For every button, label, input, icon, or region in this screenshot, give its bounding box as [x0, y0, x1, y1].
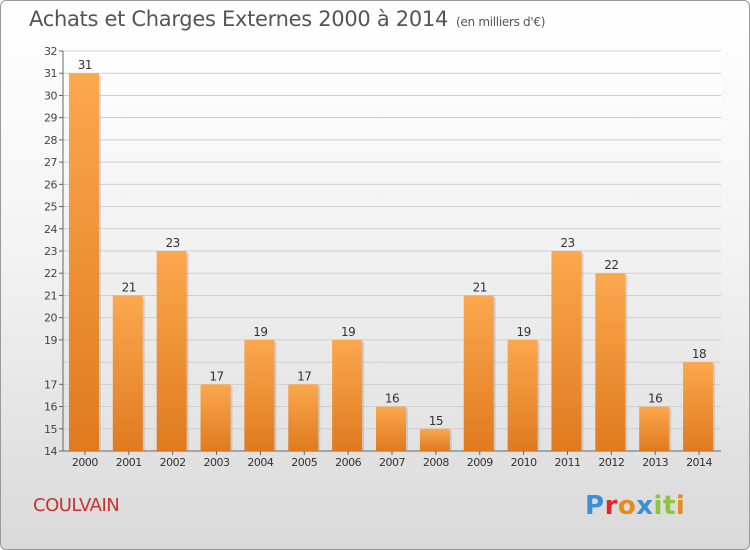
- bar-value-label: 23: [166, 236, 180, 250]
- bar-value-label: 16: [385, 392, 399, 406]
- bar: [683, 362, 714, 451]
- y-tick-label: 22: [44, 267, 57, 280]
- x-tick-label: 2013: [642, 456, 668, 469]
- bar: [595, 273, 626, 451]
- bar-value-label: 19: [516, 325, 530, 339]
- bar-value-label: 21: [122, 280, 136, 294]
- x-tick-label: 2009: [467, 456, 493, 469]
- y-tick-label: 19: [44, 334, 57, 347]
- bar-value-label: 19: [341, 325, 355, 339]
- logo-letter: t: [662, 491, 676, 521]
- chart-title: Achats et Charges Externes 2000 à 2014 (e…: [29, 7, 545, 31]
- logo-letter: x: [636, 491, 654, 521]
- y-tick-label: 21: [44, 289, 57, 302]
- bar-value-label: 31: [78, 58, 92, 72]
- bar: [332, 339, 363, 451]
- proxiti-logo: Proxiti: [585, 491, 685, 521]
- y-tick-label: 29: [44, 112, 57, 125]
- x-tick-label: 2003: [204, 456, 230, 469]
- bar-value-label: 18: [692, 347, 706, 361]
- logo-letter: i: [653, 491, 663, 521]
- bar-value-label: 19: [253, 325, 267, 339]
- bar: [507, 339, 538, 451]
- y-tick-label: 25: [44, 201, 57, 214]
- x-tick-label: 2011: [554, 456, 580, 469]
- y-tick-label: 28: [44, 134, 57, 147]
- logo-letter: r: [604, 491, 618, 521]
- bar-value-label: 23: [560, 236, 574, 250]
- x-tick-label: 2008: [423, 456, 449, 469]
- commune-name: COULVAIN: [33, 495, 120, 516]
- y-tick-label: 32: [44, 45, 57, 58]
- bar: [244, 339, 275, 451]
- bar: [156, 251, 187, 451]
- bar: [639, 406, 670, 451]
- bar-value-label: 22: [604, 258, 618, 272]
- y-tick-label: 23: [44, 245, 57, 258]
- bar: [419, 428, 450, 451]
- x-tick-label: 2000: [72, 456, 98, 469]
- y-tick-label: 24: [44, 223, 57, 236]
- x-tick-label: 2004: [247, 456, 273, 469]
- y-tick-label: 31: [44, 67, 57, 80]
- x-tick-label: 2005: [291, 456, 317, 469]
- bar-value-label: 16: [648, 392, 662, 406]
- bar: [112, 295, 143, 451]
- y-tick-label: 16: [44, 401, 57, 414]
- x-tick-label: 2002: [160, 456, 186, 469]
- logo-letter: o: [617, 491, 637, 521]
- chart-unit: (en milliers d'€): [456, 15, 546, 29]
- x-tick-label: 2006: [335, 456, 361, 469]
- chart-title-text: Achats et Charges Externes 2000 à 2014: [29, 7, 449, 31]
- y-tick-label: 20: [44, 312, 57, 325]
- y-tick-label: 27: [44, 156, 57, 169]
- bar: [463, 295, 494, 451]
- logo-letter: i: [675, 491, 686, 521]
- y-tick-label: 17: [44, 378, 57, 391]
- y-tick-label: 14: [44, 445, 57, 458]
- y-tick-label: 30: [44, 89, 57, 102]
- bar-value-label: 15: [429, 414, 443, 428]
- bar: [551, 251, 582, 451]
- bar: [200, 384, 231, 451]
- bar: [376, 406, 406, 451]
- x-tick-label: 2010: [511, 456, 537, 469]
- logo-letter: P: [585, 491, 605, 521]
- x-tick-label: 2001: [116, 456, 142, 469]
- bar-value-label: 17: [209, 369, 223, 383]
- y-tick-label: 26: [44, 178, 57, 191]
- bar-value-label: 17: [297, 369, 311, 383]
- bar: [68, 73, 99, 451]
- x-tick-label: 2012: [598, 456, 624, 469]
- x-tick-label: 2014: [686, 456, 712, 469]
- bar: [288, 384, 319, 451]
- y-tick-label: 15: [44, 423, 57, 436]
- x-tick-label: 2007: [379, 456, 405, 469]
- bar-value-label: 21: [473, 280, 487, 294]
